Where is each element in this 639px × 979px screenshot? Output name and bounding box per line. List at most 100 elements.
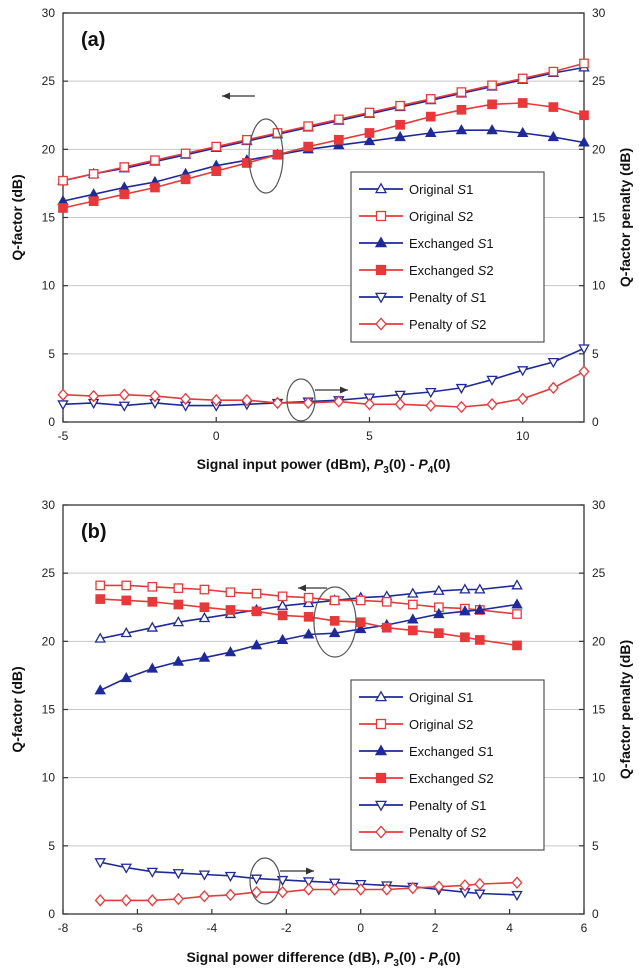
x-tick-label: 6	[581, 921, 588, 935]
data-point	[511, 598, 523, 609]
data-point	[459, 605, 471, 616]
y-tick-label: 0	[48, 415, 55, 429]
series-5	[57, 365, 590, 414]
data-point	[146, 662, 159, 673]
x-axis-title-part: P	[374, 456, 384, 472]
data-point	[578, 344, 590, 355]
data-point	[433, 584, 445, 595]
data-point	[302, 628, 315, 639]
axes: 0 0 5 5 10 10 15 15 20 20 25 25 30 30 -8 -6 -4 -2 0 2 4 6	[42, 498, 606, 935]
data-point	[516, 126, 529, 137]
indicator-arrow-head	[340, 386, 348, 394]
data-point	[173, 599, 184, 610]
data-point	[172, 869, 185, 880]
x-tick-label: 10	[516, 429, 530, 443]
data-point	[198, 870, 211, 881]
y-tick-label: 10	[42, 279, 56, 293]
legend-entry-name: Penalty of	[409, 798, 470, 813]
legend-swatch-marker	[375, 317, 387, 331]
y2-tick-label: 15	[592, 211, 606, 225]
legend-entry-name: Penalty of	[409, 317, 470, 332]
data-point	[95, 594, 106, 604]
legend-entry-symbol: S	[478, 771, 487, 786]
data-point	[394, 130, 406, 142]
data-point	[180, 174, 191, 185]
legend-entry: Exchanged S2	[409, 263, 494, 278]
data-point	[395, 100, 405, 111]
data-point	[94, 684, 106, 695]
data-point	[88, 389, 100, 403]
y2-axis-title: Q-factor penalty (dB)	[617, 148, 633, 287]
data-point	[121, 595, 132, 606]
data-point	[364, 107, 375, 118]
legend-entry-number: 1	[479, 290, 486, 305]
y-tick-label: 10	[42, 771, 56, 785]
y2-tick-label: 5	[592, 839, 599, 853]
legend-entry: Penalty of S1	[409, 798, 486, 813]
data-point	[276, 633, 289, 644]
data-point	[147, 581, 158, 592]
y2-tick-label: 15	[592, 703, 606, 717]
data-point	[425, 387, 437, 399]
x-tick-label: -2	[281, 921, 292, 935]
data-point	[118, 388, 130, 401]
data-point	[459, 583, 471, 594]
data-point	[460, 632, 470, 643]
data-point	[94, 632, 106, 643]
data-point	[355, 883, 367, 896]
data-point	[459, 879, 471, 892]
data-point	[434, 628, 444, 639]
legend-entry-name: Exchanged	[409, 236, 478, 251]
data-point	[407, 587, 419, 598]
x-axis-title-part: 4	[438, 958, 444, 969]
data-point	[210, 393, 222, 407]
y2-tick-label: 10	[592, 279, 606, 293]
data-point	[333, 395, 345, 408]
data-point	[486, 124, 498, 135]
data-point	[329, 595, 340, 606]
data-point	[455, 383, 468, 395]
legend-entry-symbol: S	[470, 825, 479, 840]
data-point	[425, 126, 437, 137]
x-axis-title-part: Signal power difference (dB),	[186, 949, 384, 965]
data-point	[395, 119, 405, 130]
series-3	[95, 594, 522, 651]
legend-entry-name: Original	[409, 209, 457, 224]
y-tick-label: 5	[48, 839, 55, 853]
data-point	[224, 888, 236, 902]
data-point	[407, 599, 418, 610]
indicator-arrow-head	[222, 92, 230, 100]
x-axis-title-part: P	[429, 949, 439, 965]
data-point	[302, 396, 314, 410]
data-point	[173, 583, 184, 594]
data-point	[120, 894, 132, 907]
data-point	[394, 398, 406, 411]
data-point	[517, 73, 528, 84]
data-point	[547, 381, 559, 395]
data-point	[224, 646, 237, 657]
data-point	[224, 871, 237, 882]
legend-entry-symbol: S	[457, 182, 466, 197]
legend-entry: Penalty of S2	[409, 825, 486, 840]
x-axis-title-part: 3	[393, 958, 399, 969]
legend-entry-number: 1	[479, 798, 486, 813]
data-point	[146, 621, 159, 632]
data-point	[486, 398, 498, 411]
data-point	[364, 128, 375, 138]
data-point	[277, 885, 289, 899]
y2-tick-label: 30	[592, 6, 606, 20]
data-point	[250, 639, 263, 650]
y-tick-label: 0	[48, 907, 55, 921]
legend-swatch-marker	[375, 772, 387, 784]
data-point	[120, 671, 132, 683]
legend-swatch-marker	[374, 744, 388, 756]
data-point	[381, 883, 393, 896]
data-point	[394, 390, 406, 401]
data-point	[455, 400, 467, 414]
data-point	[355, 595, 366, 606]
legend-entry-symbol: S	[457, 690, 466, 705]
data-point	[277, 591, 288, 602]
data-point	[120, 863, 132, 874]
x-tick-label: 0	[357, 921, 364, 935]
